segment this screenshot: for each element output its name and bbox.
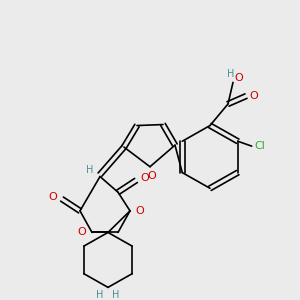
- Text: O: O: [78, 227, 86, 237]
- Text: O: O: [49, 192, 57, 202]
- Text: O: O: [136, 206, 144, 216]
- Text: O: O: [148, 171, 156, 181]
- Text: Cl: Cl: [254, 141, 265, 151]
- Text: O: O: [235, 74, 243, 83]
- Text: H: H: [227, 69, 235, 79]
- Text: H: H: [96, 290, 104, 300]
- Text: O: O: [141, 173, 149, 184]
- Text: O: O: [250, 91, 258, 101]
- Text: H: H: [112, 290, 120, 300]
- Text: H: H: [86, 165, 94, 175]
